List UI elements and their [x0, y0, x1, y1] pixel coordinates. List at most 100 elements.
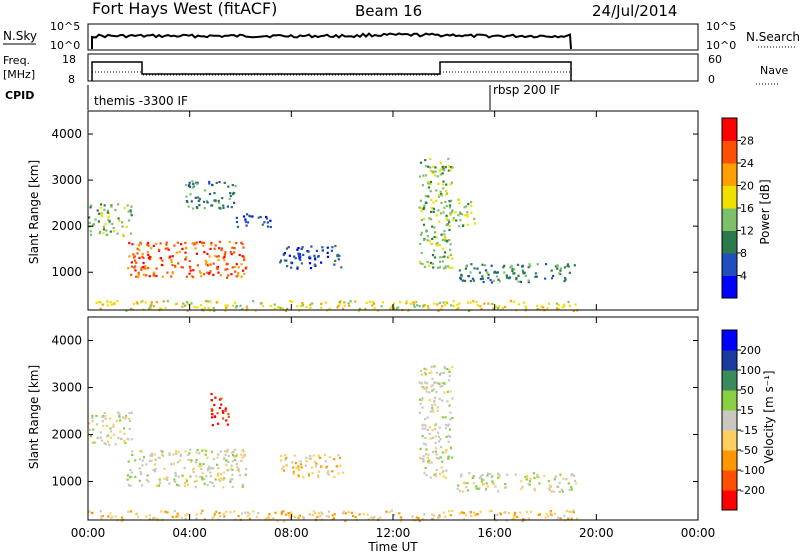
echo-cell — [195, 206, 198, 209]
echo-cell — [189, 266, 192, 269]
echo-cell — [102, 225, 105, 228]
echo-cell — [435, 243, 438, 246]
echo-cell — [570, 488, 573, 491]
echo-cell — [97, 300, 100, 303]
echo-cell — [107, 212, 111, 215]
echo-cell — [210, 392, 213, 396]
echo-cell — [434, 170, 437, 173]
echo-cell — [293, 515, 297, 518]
echo-cell — [572, 309, 575, 312]
echo-cell — [298, 514, 301, 517]
echo-cell — [435, 456, 438, 460]
echo-cell — [215, 266, 219, 269]
echo-cell — [320, 302, 323, 305]
echo-cell — [185, 183, 188, 187]
echo-cell — [469, 271, 472, 274]
echo-cell — [93, 441, 96, 444]
echo-cell — [265, 517, 268, 520]
echo-cell — [246, 213, 249, 216]
echo-cell — [438, 382, 441, 385]
echo-cell — [351, 515, 355, 518]
echo-cell — [463, 206, 466, 209]
echo-cell — [257, 216, 260, 219]
echo-cell — [424, 201, 427, 204]
echo-cell — [457, 484, 460, 487]
echo-cell — [209, 300, 212, 303]
echo-cell — [279, 306, 282, 309]
beam-label: Beam 16 — [355, 2, 422, 20]
nave-label: Nave — [760, 64, 788, 77]
echo-cell — [123, 432, 126, 435]
echo-cell — [299, 258, 302, 261]
echo-cell — [388, 511, 391, 514]
echo-cell — [425, 453, 428, 456]
echo-cell — [545, 263, 548, 266]
echo-cell — [505, 276, 509, 279]
echo-cell — [496, 271, 500, 274]
echo-cell — [231, 473, 234, 476]
echo-cell — [193, 305, 196, 309]
colorbar-tick-label: -200 — [740, 484, 765, 497]
echo-cell — [125, 225, 128, 228]
echo-cell — [228, 197, 231, 201]
echo-cell — [95, 423, 99, 426]
echo-cell — [473, 514, 477, 517]
echo-cell — [293, 454, 296, 457]
echo-cell — [443, 365, 446, 368]
echo-cell — [297, 469, 301, 472]
echo-cell — [549, 511, 552, 514]
echo-cell — [90, 204, 93, 207]
echo-cell — [489, 472, 492, 476]
echo-cell — [210, 242, 213, 245]
echo-cell — [520, 480, 523, 483]
echo-cell — [444, 236, 447, 239]
echo-cell — [109, 301, 112, 304]
echo-cell — [240, 263, 243, 266]
echo-cell — [405, 302, 408, 305]
echo-cell — [211, 424, 214, 427]
echo-cell — [452, 304, 455, 307]
echo-cell — [448, 266, 451, 269]
echo-cell — [431, 389, 434, 392]
echo-cell — [411, 515, 414, 518]
echo-cell — [98, 232, 101, 235]
echo-cell — [418, 175, 421, 178]
echo-cell — [447, 440, 450, 443]
echo-cell — [224, 453, 227, 456]
echo-cell — [137, 515, 140, 519]
echo-cell — [475, 301, 478, 304]
echo-cell — [459, 219, 462, 222]
echo-cell — [137, 271, 140, 274]
echo-cell — [175, 452, 178, 455]
colorbar-segment — [722, 350, 737, 371]
echo-cell — [193, 480, 196, 483]
echo-cell — [358, 307, 361, 310]
cpid-entry-rbsp: rbsp 200 IF — [493, 83, 560, 97]
echo-cell — [126, 478, 129, 481]
echo-cell — [205, 261, 208, 264]
echo-cell — [427, 182, 430, 185]
echo-cell — [131, 243, 134, 246]
echo-cell — [462, 490, 465, 493]
echo-cell — [162, 300, 165, 303]
echo-cell — [215, 301, 218, 304]
echo-cell — [419, 242, 422, 246]
echo-cell — [431, 384, 434, 387]
echo-cell — [105, 229, 108, 232]
echo-cell — [442, 167, 445, 171]
echo-cell — [285, 259, 288, 262]
echo-cell — [449, 214, 452, 217]
echo-cell — [418, 411, 421, 414]
echo-cell — [428, 398, 432, 402]
echo-cell — [440, 192, 443, 196]
echo-cell — [428, 239, 431, 243]
echo-cell — [129, 307, 133, 310]
echo-cell — [527, 281, 530, 284]
echo-cell — [424, 159, 427, 162]
echo-cell — [525, 510, 529, 513]
echo-cell — [229, 195, 232, 198]
echo-cell — [448, 510, 451, 513]
echo-cell — [397, 306, 400, 309]
echo-cell — [487, 273, 490, 276]
echo-cell — [307, 250, 310, 253]
